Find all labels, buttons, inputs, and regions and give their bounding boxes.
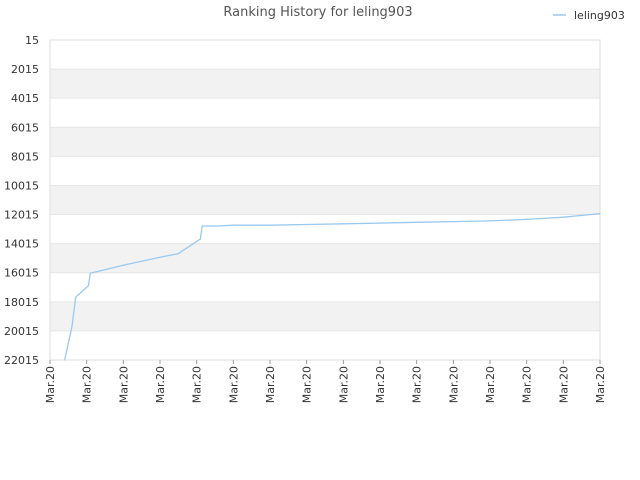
y-axis: 15 2015 4015 6015 8015 10015 12015 14015 16015 18… — [4, 34, 39, 367]
x-tick-label: Mar.20 — [411, 366, 424, 403]
x-tick-label: Mar.20 — [374, 366, 387, 403]
y-tick-label: 22015 — [4, 354, 39, 367]
x-tick-label: Mar.20 — [154, 366, 167, 403]
y-tick-label: 6015 — [11, 121, 39, 134]
x-tick-label: Mar.20 — [44, 366, 57, 403]
chart-title: Ranking History for leling903 — [223, 5, 412, 20]
data-point — [452, 221, 454, 223]
data-point — [306, 223, 308, 226]
data-point — [599, 213, 601, 215]
x-tick-label: Mar.20 — [227, 366, 240, 403]
grid-band — [50, 301, 600, 331]
y-tick-label: 20015 — [4, 325, 39, 338]
data-point — [75, 296, 77, 298]
x-tick-label: Mar.20 — [337, 366, 350, 403]
x-tick-label: Mar.20 — [447, 366, 460, 403]
grid-band — [50, 243, 600, 273]
x-tick-label: Mar.20 — [301, 366, 314, 403]
x-tick-label: Mar.20 — [264, 366, 277, 403]
data-point — [526, 218, 528, 221]
grid-bands — [50, 69, 600, 331]
x-tick-label: Mar.20 — [484, 366, 497, 403]
data-point — [177, 253, 179, 255]
grid-band — [50, 69, 600, 99]
series-line-leling903 — [64, 212, 601, 361]
x-axis: Mar.20 Mar.20 Mar.20 Mar.20 Mar.20 Mar.20 Mar.… — [44, 360, 607, 403]
data-point — [379, 222, 381, 224]
x-tick-label: Mar.20 — [191, 366, 204, 403]
data-point — [232, 224, 234, 226]
data-point — [122, 264, 124, 266]
grid-band — [50, 185, 600, 215]
x-tick-label: Mar.20 — [81, 366, 94, 403]
legend-label: leling903 — [574, 9, 625, 22]
legend[interactable]: leling903 — [553, 9, 625, 22]
data-point — [64, 359, 66, 361]
y-tick-label: 2015 — [11, 63, 39, 76]
series-layer — [64, 212, 601, 361]
data-point — [201, 225, 203, 227]
y-tick-label: 4015 — [11, 92, 39, 105]
data-point — [489, 220, 491, 222]
data-point — [416, 221, 418, 223]
x-tick-label: Mar.20 — [117, 366, 130, 403]
x-tick-label: Mar.20 — [594, 366, 607, 403]
grid-band — [50, 127, 600, 157]
data-point — [562, 216, 564, 218]
x-tick-label: Mar.20 — [557, 366, 570, 403]
data-point — [87, 285, 90, 287]
y-tick-label: 18015 — [4, 296, 39, 309]
y-tick-label: 16015 — [4, 267, 39, 280]
data-point — [89, 272, 91, 274]
y-tick-label: 15 — [25, 34, 39, 47]
y-tick-label: 12015 — [4, 209, 39, 222]
plot-border — [49, 39, 601, 361]
data-point — [218, 225, 220, 227]
data-point — [199, 238, 201, 240]
data-point — [159, 256, 161, 258]
data-point — [71, 325, 73, 327]
y-tick-label: 8015 — [11, 150, 39, 163]
y-tick-label: 10015 — [4, 179, 39, 192]
data-point — [342, 223, 344, 225]
data-point — [269, 224, 271, 226]
x-tick-label: Mar.20 — [521, 366, 534, 403]
y-tick-label: 14015 — [4, 238, 39, 251]
